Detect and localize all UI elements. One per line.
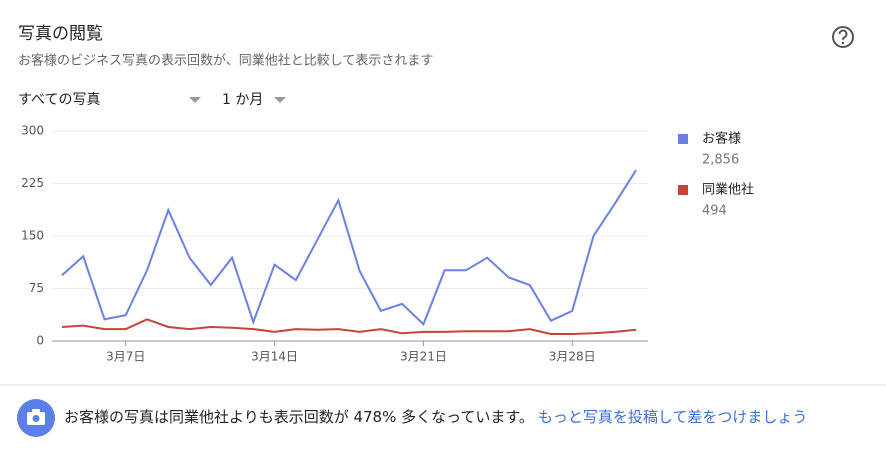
title: 写真の閲覧 (18, 24, 103, 44)
photos-dropdown[interactable]: すべての写真 (18, 92, 201, 108)
dropdown-label[interactable]: すべての写真 (18, 92, 100, 108)
footer: お客様の写真は同業他社よりも表示回数が 478% 多くなっています。 もっと写真を… (64, 406, 807, 427)
x-tick-label: 3月14日 (251, 350, 298, 364)
line-series (61, 169, 637, 326)
x-tick-label: 3月7日 (106, 350, 145, 364)
legend-name: 同業他社 (702, 182, 754, 198)
help-circle[interactable] (832, 26, 854, 48)
line-series (61, 318, 637, 335)
camera-lens (32, 415, 40, 422)
x-tick-label: 3月28日 (549, 350, 596, 364)
dropdown-arrow[interactable] (274, 97, 286, 103)
help-mark[interactable] (838, 29, 848, 40)
legend-name: お客様 (702, 131, 741, 147)
legend-swatch (678, 185, 688, 195)
camera-icon (17, 399, 55, 437)
camera-top (32, 409, 40, 413)
footer-link[interactable]: もっと写真を投稿して差をつけましょう (537, 408, 808, 426)
dropdown-arrow[interactable] (189, 97, 201, 103)
help-dot[interactable] (841, 41, 845, 45)
x-tick-label: 3月21日 (400, 350, 447, 364)
footer-message: お客様の写真は同業他社よりも表示回数が 478% 多くなっています。 (64, 408, 534, 426)
y-tick-label: 300 (21, 124, 44, 138)
subtitle: お客様のビジネス写真の表示回数が、同業他社と比較して表示されます (18, 53, 433, 69)
legend-swatch (678, 134, 688, 144)
legend-total: 2,856 (702, 153, 739, 168)
y-tick-label: 150 (21, 229, 44, 243)
y-tick-label: 75 (29, 281, 44, 295)
dropdown-label[interactable]: 1 か月 (222, 92, 263, 108)
legend-total: 494 (702, 204, 727, 219)
period-dropdown[interactable]: 1 か月 (222, 92, 286, 108)
help-icon[interactable] (832, 26, 854, 48)
y-tick-label: 225 (21, 176, 44, 190)
y-tick-label: 0 (36, 334, 44, 348)
